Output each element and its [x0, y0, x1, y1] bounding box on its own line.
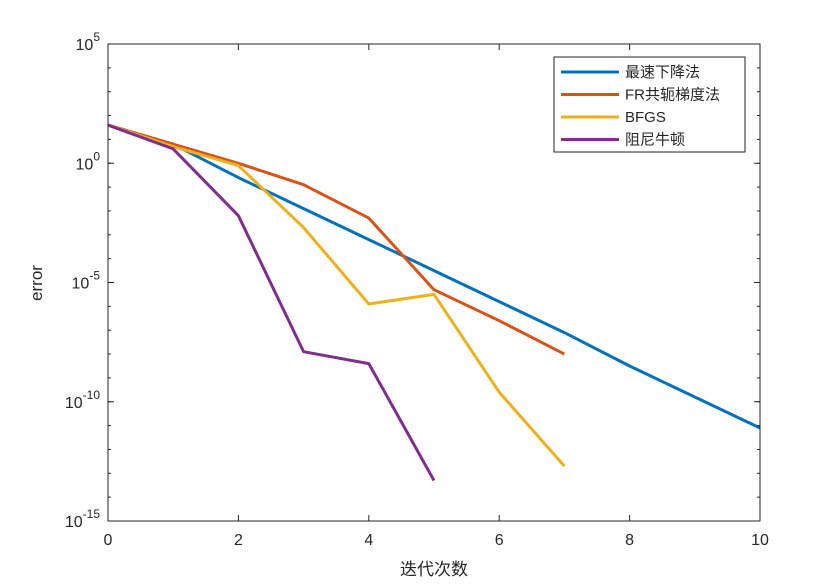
x-axis-label: 迭代次数	[400, 560, 468, 579]
x-tick-label: 6	[495, 532, 504, 549]
x-tick-label: 0	[104, 532, 113, 549]
y-tick-label: 105	[76, 30, 101, 54]
x-tick-label: 8	[625, 532, 634, 549]
y-axis-label: error	[27, 265, 46, 301]
series-line-4	[107, 123, 436, 482]
legend-label: FR共轭梯度法	[625, 87, 720, 104]
x-tick-label: 4	[364, 532, 373, 549]
plot-lines	[107, 123, 761, 482]
x-axis-ticks: 0 2 4 6 8 10	[104, 44, 769, 549]
legend-label: 阻尼牛顿	[625, 132, 685, 149]
y-tick-label: 10-5	[72, 269, 101, 293]
x-tick-label: 2	[234, 532, 243, 549]
series-line-2	[107, 123, 566, 356]
legend: 最速下降法 FR共轭梯度法 BFGS 阻尼牛顿	[553, 56, 746, 153]
y-axis-ticks: 10-15 10-10 10-5 100 105	[65, 30, 760, 531]
legend-label: BFGS	[625, 109, 666, 126]
y-tick-label: 10-10	[65, 388, 100, 412]
x-tick-label: 10	[751, 532, 769, 549]
series-line-3	[107, 123, 566, 468]
y-tick-label: 10-15	[65, 507, 100, 531]
series-line-1	[107, 123, 761, 430]
y-tick-label: 100	[76, 149, 101, 173]
legend-label: 最速下降法	[625, 64, 700, 81]
